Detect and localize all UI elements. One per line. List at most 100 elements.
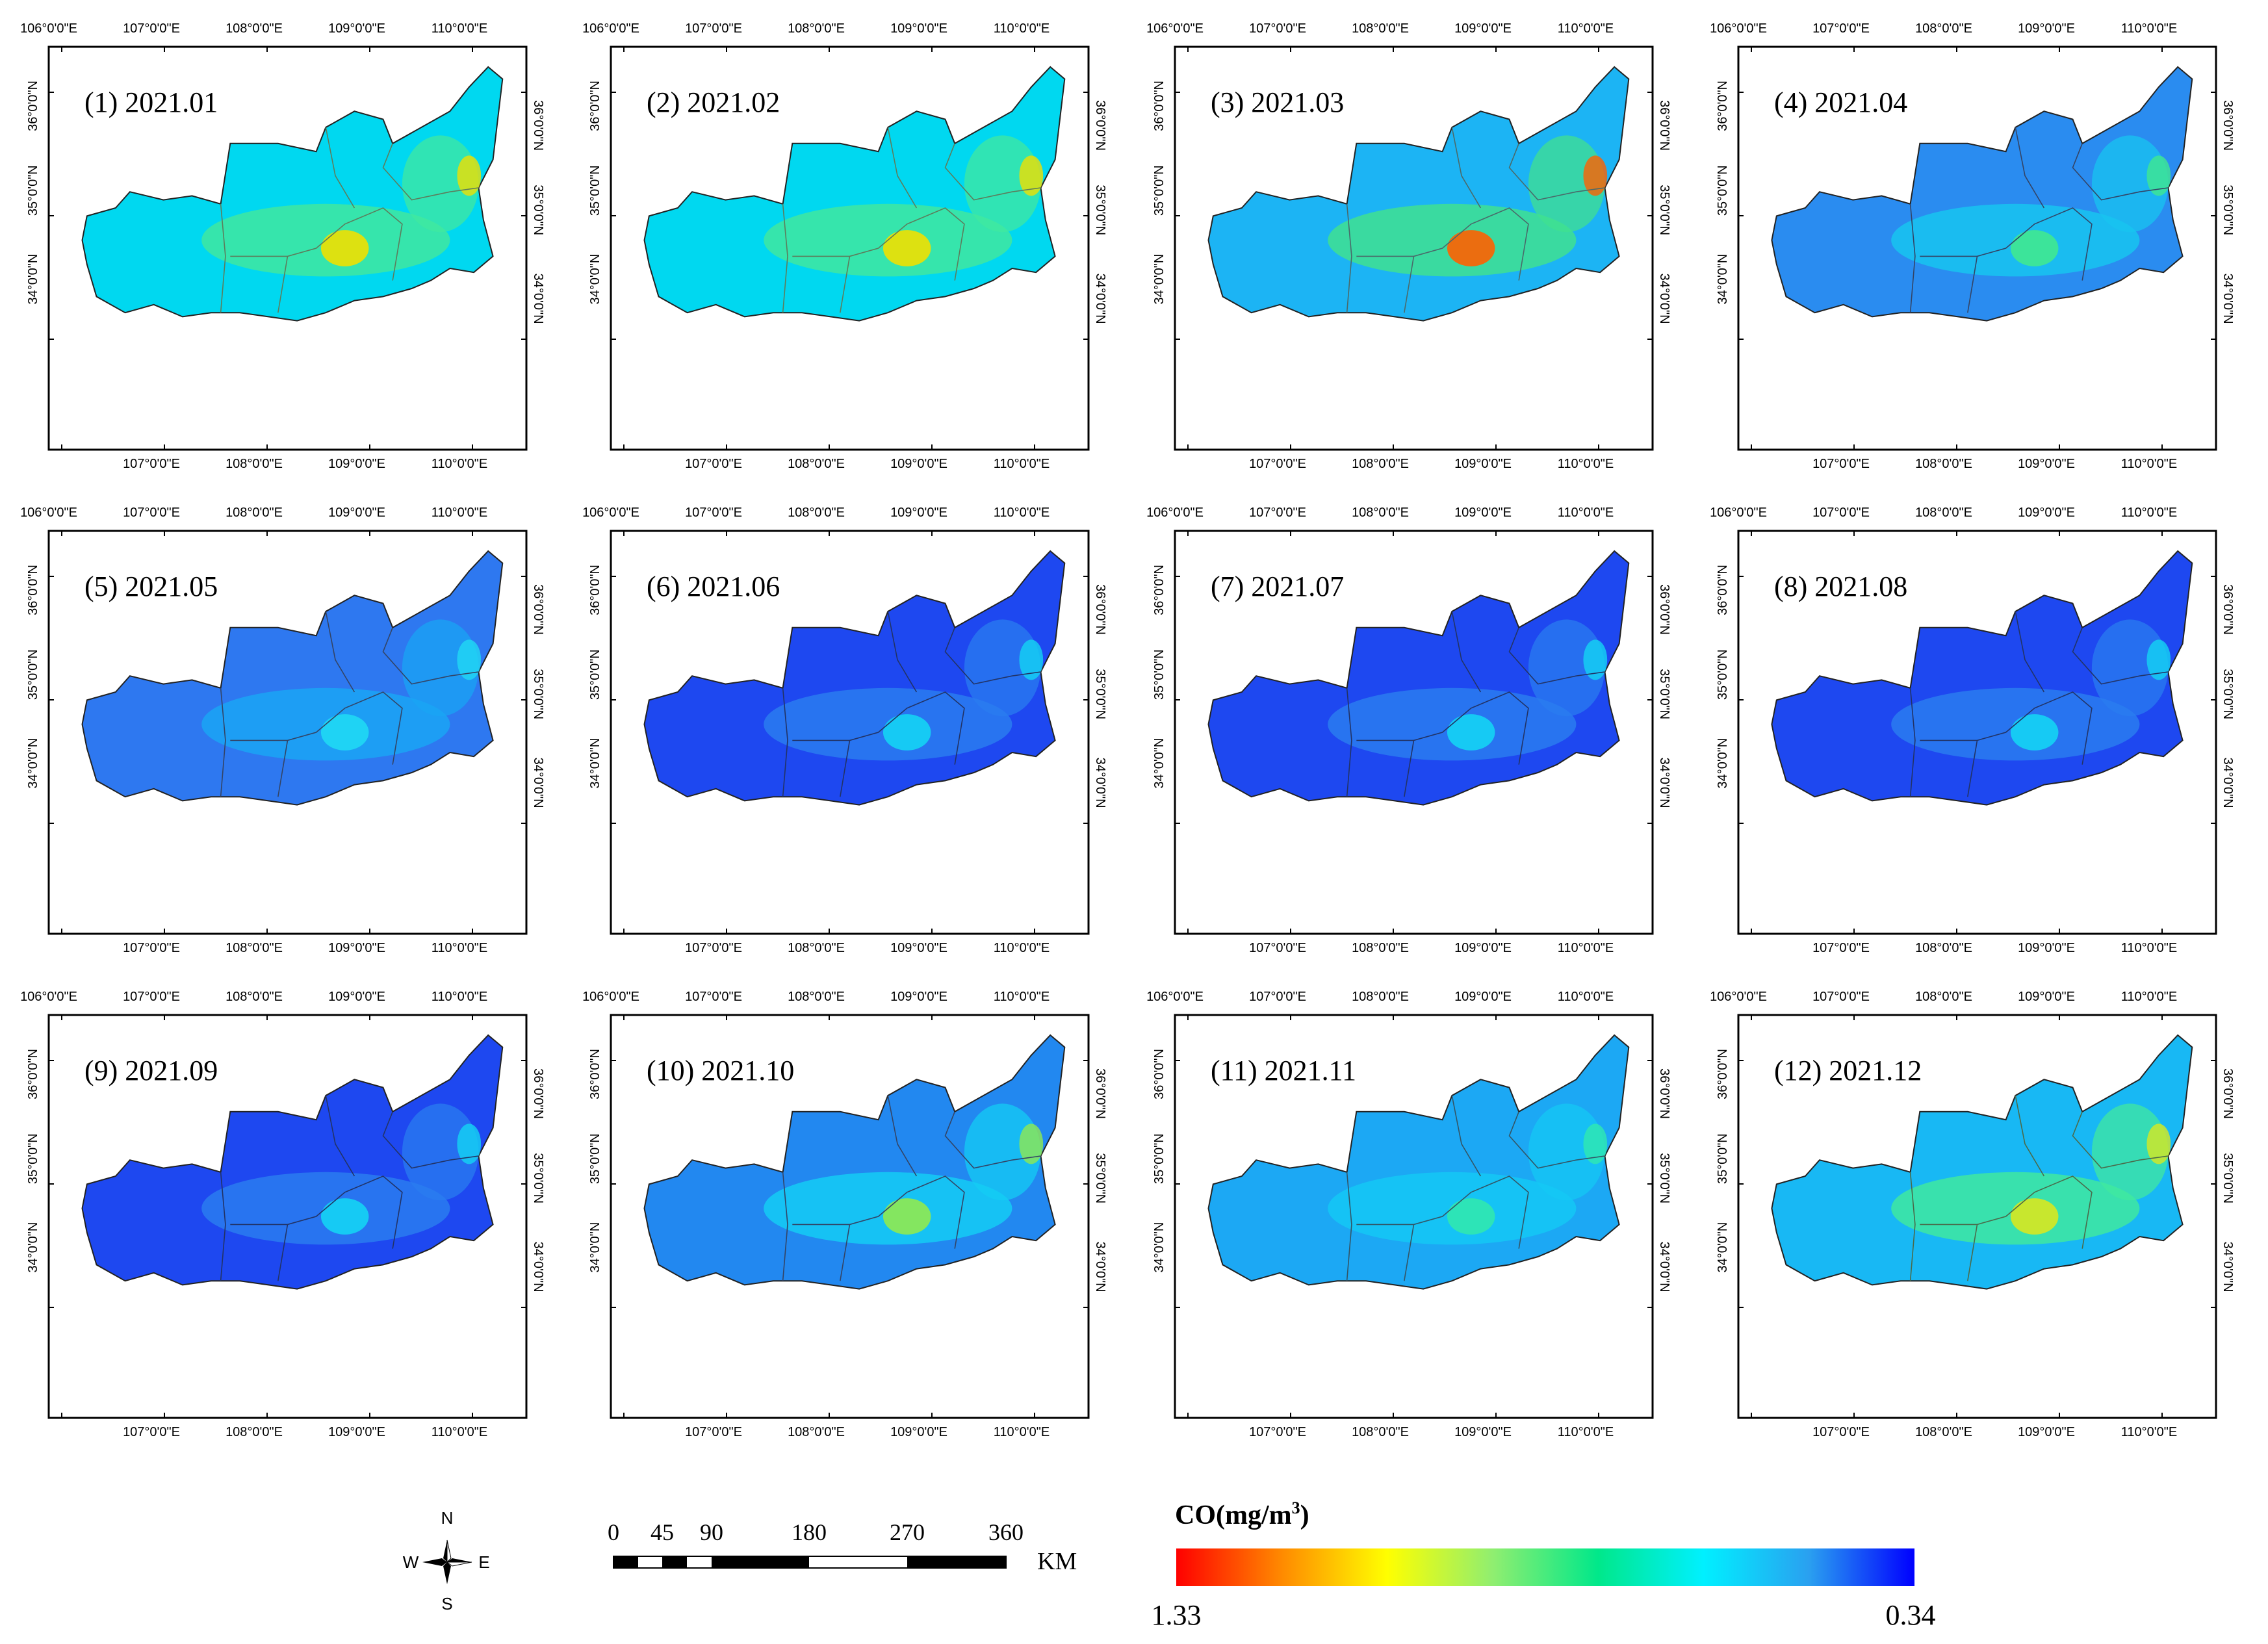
top-lon-label: 106°0'0"E [582, 506, 639, 520]
right-lat-label: 36°0'0"N [2221, 100, 2235, 151]
top-lon-label: 110°0'0"E [432, 506, 487, 520]
right-lat-label: 34°0'0"N [2221, 758, 2235, 808]
top-lon-label: 108°0'0"E [788, 506, 845, 520]
bottom-lon-label: 108°0'0"E [226, 941, 283, 955]
district-boundary [2072, 143, 2169, 201]
district-boundary [220, 203, 226, 313]
district-boundary [382, 627, 479, 685]
hotspot-zone [1583, 1124, 1608, 1164]
right-lat-label: 35°0'0"N [1657, 669, 1671, 719]
right-lat-label: 34°0'0"N [1657, 758, 1671, 808]
left-lat-label: 36°0'0"N [1716, 1049, 1730, 1099]
mid-concentration-zone [1528, 1103, 1605, 1201]
right-lat-label: 34°0'0"N [531, 758, 545, 808]
left-lat-label: 36°0'0"N [588, 565, 602, 615]
panel-title: (3) 2021.03 [1211, 86, 1344, 118]
color-legend: CO(mg/m3) 1.33 0.34 [1152, 1498, 1936, 1631]
district-boundary [944, 1111, 1041, 1169]
right-lat-label: 35°0'0"N [1657, 1153, 1671, 1203]
district-boundary [1346, 203, 1352, 313]
top-lon-label: 108°0'0"E [226, 990, 283, 1004]
map-panel-5: 106°0'0"E 107°0'0"E 108°0'0"E 109°0'0"E 110°… [20, 506, 545, 955]
district-boundary [887, 611, 918, 693]
bottom-lon-label: 110°0'0"E [1558, 941, 1614, 955]
left-lat-label: 35°0'0"N [588, 165, 602, 216]
top-lon-label: 110°0'0"E [2121, 21, 2177, 36]
north-arrow: N S E W [403, 1508, 490, 1613]
top-lon-label: 109°0'0"E [1454, 506, 1512, 520]
left-lat-label: 36°0'0"N [588, 1049, 602, 1099]
left-lat-label: 34°0'0"N [1152, 1222, 1166, 1273]
right-lat-label: 36°0'0"N [1093, 584, 1107, 635]
top-lon-label: 106°0'0"E [20, 506, 77, 520]
bottom-lon-label: 108°0'0"E [788, 457, 845, 471]
panel-title: (4) 2021.04 [1774, 86, 1907, 118]
bottom-lon-label: 107°0'0"E [685, 457, 742, 471]
top-lon-label: 106°0'0"E [20, 990, 77, 1004]
scale-tick-0: 0 [608, 1519, 619, 1545]
district-boundary [1451, 1095, 1482, 1177]
top-lon-label: 108°0'0"E [1352, 990, 1409, 1004]
legend-min-label: 0.34 [1886, 1599, 1936, 1631]
top-lon-label: 106°0'0"E [1710, 21, 1767, 36]
hotspot-zone [2010, 230, 2059, 266]
top-lon-label: 109°0'0"E [1454, 21, 1512, 36]
district-boundary [382, 1111, 479, 1169]
left-lat-label: 34°0'0"N [1152, 254, 1166, 305]
top-lon-label: 109°0'0"E [2018, 21, 2075, 36]
bottom-lon-label: 110°0'0"E [994, 457, 1050, 471]
district-boundary [840, 1224, 851, 1281]
hotspot-zone [1019, 155, 1044, 196]
top-lon-label: 107°0'0"E [685, 990, 742, 1004]
top-lon-label: 110°0'0"E [1558, 21, 1614, 36]
bottom-lon-label: 109°0'0"E [2018, 1425, 2075, 1439]
district-boundary [220, 687, 226, 797]
bottom-lon-label: 108°0'0"E [226, 1425, 283, 1439]
right-lat-label: 34°0'0"N [2221, 1242, 2235, 1292]
district-boundary [277, 256, 289, 313]
mid-concentration-zone [964, 1103, 1041, 1201]
panel-title: (1) 2021.01 [84, 86, 218, 118]
bottom-lon-label: 110°0'0"E [432, 941, 487, 955]
top-lon-label: 110°0'0"E [1558, 506, 1614, 520]
bottom-lon-label: 108°0'0"E [1915, 1425, 1972, 1439]
top-lon-label: 110°0'0"E [2121, 990, 2177, 1004]
district-boundary [277, 740, 289, 797]
left-lat-label: 36°0'0"N [26, 1049, 40, 1099]
top-lon-label: 109°0'0"E [890, 21, 947, 36]
mid-concentration-zone [964, 619, 1041, 717]
hotspot-zone [2146, 639, 2171, 680]
top-lon-label: 108°0'0"E [226, 506, 283, 520]
left-lat-label: 35°0'0"N [1152, 649, 1166, 700]
district-boundary [840, 256, 851, 313]
mid-concentration-zone [402, 1103, 479, 1201]
top-lon-label: 107°0'0"E [685, 506, 742, 520]
hotspot-zone [2146, 1124, 2171, 1164]
panel-title: (2) 2021.02 [647, 86, 780, 118]
mid-concentration-zone [402, 619, 479, 717]
top-lon-label: 107°0'0"E [1812, 506, 1870, 520]
hotspot-zone [457, 1124, 482, 1164]
district-boundary [1508, 143, 1605, 201]
top-lon-label: 106°0'0"E [1146, 506, 1204, 520]
bottom-lon-label: 110°0'0"E [1558, 457, 1614, 471]
left-lat-label: 34°0'0"N [588, 1222, 602, 1273]
right-lat-label: 36°0'0"N [1657, 100, 1671, 151]
mid-concentration-zone [964, 135, 1041, 233]
district-boundary [2015, 1095, 2045, 1177]
right-lat-label: 35°0'0"N [531, 669, 545, 719]
scale-tick-360: 360 [988, 1519, 1024, 1545]
left-lat-label: 35°0'0"N [1152, 165, 1166, 216]
bottom-lon-label: 107°0'0"E [1812, 1425, 1870, 1439]
left-lat-label: 35°0'0"N [1716, 165, 1730, 216]
left-lat-label: 36°0'0"N [26, 81, 40, 131]
top-lon-label: 107°0'0"E [1249, 21, 1306, 36]
legend-max-label: 1.33 [1152, 1599, 1202, 1631]
left-lat-label: 34°0'0"N [1152, 738, 1166, 789]
map-panel-7: 106°0'0"E 107°0'0"E 108°0'0"E 109°0'0"E 110°… [1146, 506, 1671, 955]
top-lon-label: 106°0'0"E [582, 21, 639, 36]
top-lon-label: 108°0'0"E [226, 21, 283, 36]
panel-title: (6) 2021.06 [647, 571, 780, 602]
bottom-lon-label: 109°0'0"E [890, 941, 947, 955]
